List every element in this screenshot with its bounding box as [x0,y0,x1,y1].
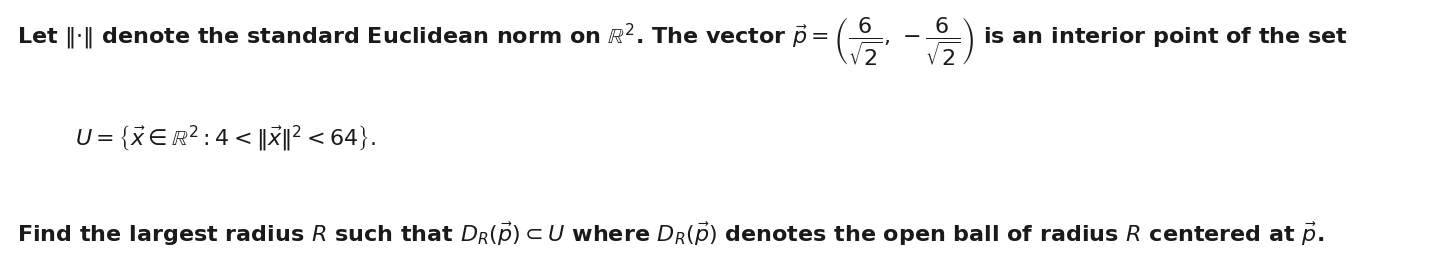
Text: Find the largest radius $R$ such that $D_R(\vec{p}) \subset U$ where $D_R(\vec{p: Find the largest radius $R$ such that $D… [17,220,1325,248]
Text: $U = \left\{\vec{x}\in\mathbb{R}^2: 4 < \|\vec{x}\|^2 < 64\right\}.$: $U = \left\{\vec{x}\in\mathbb{R}^2: 4 < … [75,123,376,153]
Text: Let $\|{\cdot}\|$ denote the standard Euclidean norm on $\mathbb{R}^2$. The vect: Let $\|{\cdot}\|$ denote the standard Eu… [17,16,1348,68]
